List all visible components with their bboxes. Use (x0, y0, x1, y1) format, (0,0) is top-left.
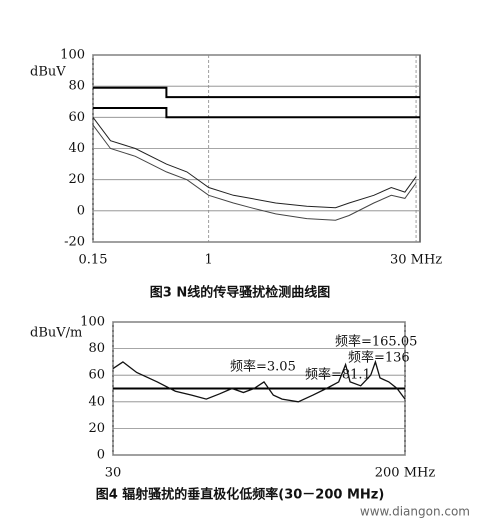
annotation: 频率=3.05 (230, 359, 296, 375)
series-line (92, 117, 417, 209)
series-line (93, 86, 420, 99)
y-tick-label: 100 (60, 48, 85, 63)
caption: 图4 辐射骚扰的垂直极化低频率(30－200 MHz) (96, 487, 385, 503)
x-tick-label: 200 MHz (375, 466, 436, 481)
y-tick-label: 40 (68, 141, 85, 156)
series-line (93, 107, 420, 119)
annotation: 频率=136 (348, 350, 410, 366)
y-tick-label: 0 (77, 203, 85, 218)
y-tick-label: 0 (97, 448, 105, 463)
series-line (112, 359, 406, 403)
y-axis-label: dBuV (30, 65, 66, 80)
x-tick-label: 0.15 (79, 253, 108, 268)
y-axis-label: dBuV/m (30, 326, 82, 341)
y-tick-label: 60 (68, 110, 85, 125)
watermark: www.diangon.com (360, 505, 470, 519)
y-tick-label: -20 (64, 235, 85, 250)
x-tick-label: 1 (205, 253, 213, 268)
annotation: 频率=81.1 (305, 367, 371, 383)
annotation: 频率=165.05 (335, 334, 417, 350)
y-tick-label: 80 (88, 341, 105, 356)
y-tick-label: 40 (88, 394, 105, 409)
y-tick-label: 100 (80, 315, 105, 330)
caption: 图3 N线的传导骚扰检测曲线图 (150, 285, 330, 301)
x-tick-label: 30 (105, 466, 122, 481)
y-tick-label: 20 (68, 172, 85, 187)
y-tick-label: 80 (68, 79, 85, 94)
y-tick-label: 20 (88, 421, 105, 436)
y-tick-label: 60 (88, 368, 105, 383)
series-line (92, 124, 417, 221)
x-tick-label: 30 MHz (390, 253, 442, 268)
